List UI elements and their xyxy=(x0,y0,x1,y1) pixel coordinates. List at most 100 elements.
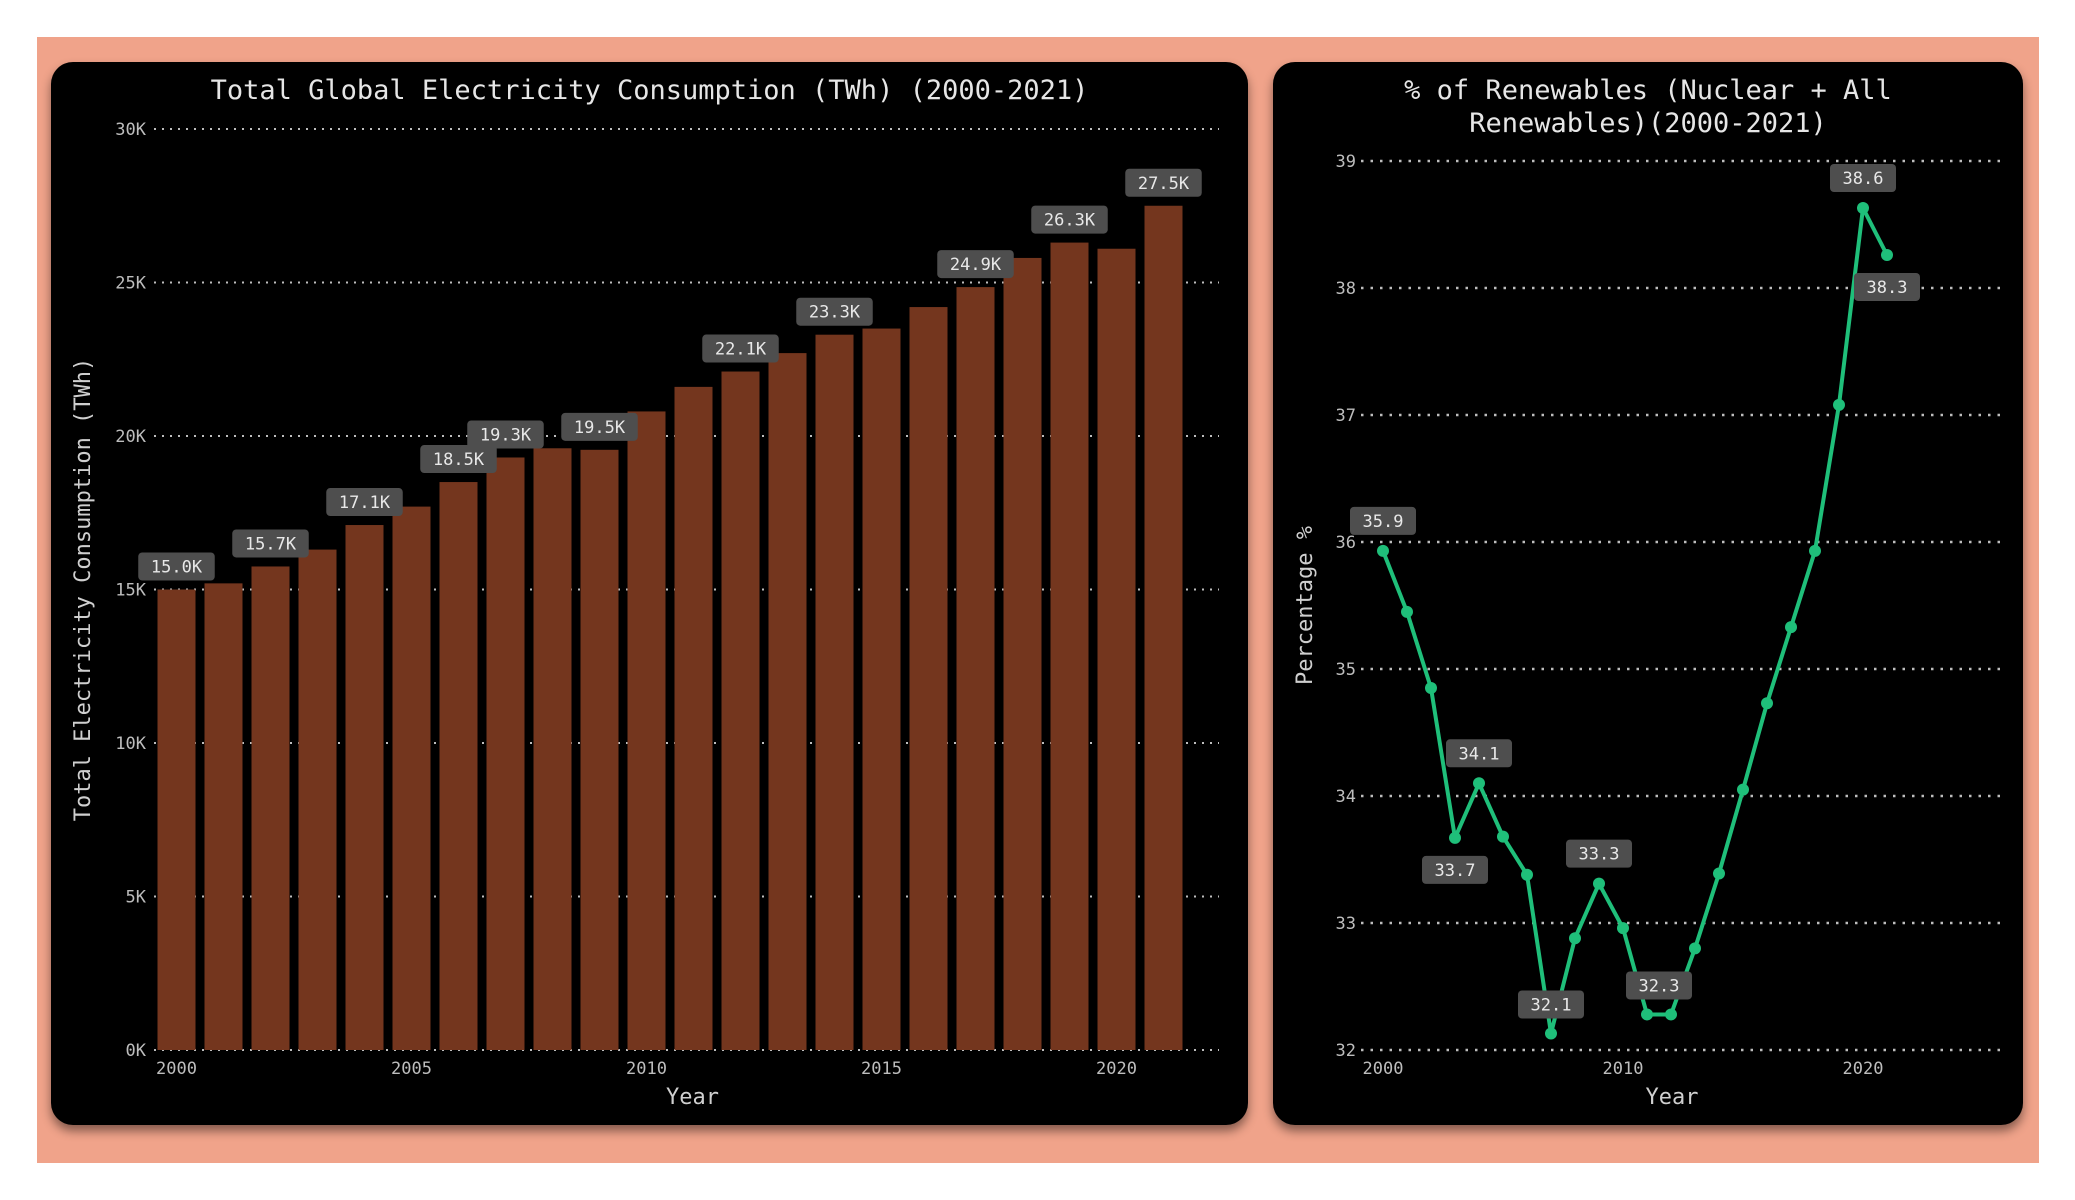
bar-2018 xyxy=(1003,257,1042,1050)
y-axis-title: Percentage % xyxy=(1293,526,1318,685)
data-label-2006: 18.5K xyxy=(433,450,485,470)
data-label-2000-bg xyxy=(138,552,215,581)
data-label-2011.5-bg xyxy=(1626,971,1692,1000)
point-2018 xyxy=(1809,544,1821,557)
x-tick-label: 2010 xyxy=(626,1059,667,1079)
data-label-2019-bg xyxy=(1031,205,1108,234)
y-tick-label: 15K xyxy=(115,581,146,601)
bar-2013 xyxy=(768,353,807,1050)
bar-2012 xyxy=(721,371,760,1050)
y-tick-label: 0K xyxy=(126,1041,147,1061)
bar-2021 xyxy=(1144,205,1183,1050)
data-label-2004: 34.1 xyxy=(1459,744,1500,764)
point-2006 xyxy=(1521,868,1533,881)
data-label-2000: 15.0K xyxy=(151,558,203,578)
x-tick-label: 2015 xyxy=(861,1059,902,1079)
x-tick-label: 2020 xyxy=(1096,1059,1137,1079)
bar-2009 xyxy=(580,449,619,1050)
data-label-2021-bg xyxy=(1125,168,1202,197)
y-tick-label: 5K xyxy=(126,888,147,908)
data-label-2006-bg xyxy=(420,445,497,474)
y-axis-title: Total Electricity Consumption (TWh) xyxy=(71,358,96,822)
point-2013 xyxy=(1689,942,1701,955)
data-label-2007-bg xyxy=(1518,990,1584,1019)
x-tick-label: 2000 xyxy=(156,1059,197,1079)
point-2015 xyxy=(1737,783,1749,796)
data-label-2017: 24.9K xyxy=(950,255,1002,275)
bar-chart-panel: Total Global Electricity Consumption (TW… xyxy=(51,62,1248,1125)
y-tick-label: 36 xyxy=(1336,533,1356,553)
data-label-2020-bg xyxy=(1830,163,1896,192)
x-tick-label: 2010 xyxy=(1603,1059,1644,1079)
x-tick-label: 2005 xyxy=(391,1059,432,1079)
data-label-2021: 38.3 xyxy=(1867,278,1908,298)
bar-2005 xyxy=(392,506,431,1050)
x-tick-label: 2000 xyxy=(1363,1059,1404,1079)
line-chart-panel: % of Renewables (Nuclear + All Renewable… xyxy=(1273,62,2023,1125)
data-label-2009: 33.3 xyxy=(1579,845,1620,865)
data-label-2014-bg xyxy=(796,297,873,326)
point-2003 xyxy=(1449,831,1461,844)
data-label-2007: 19.3K xyxy=(480,425,532,445)
point-2000 xyxy=(1377,544,1389,557)
data-label-2017-bg xyxy=(937,250,1014,279)
x-tick-label: 2020 xyxy=(1843,1059,1884,1079)
data-label-2009: 19.5K xyxy=(574,418,626,438)
data-label-2002: 15.7K xyxy=(245,534,297,554)
bar-2006 xyxy=(439,482,478,1050)
point-2012 xyxy=(1665,1008,1677,1021)
data-label-2019: 26.3K xyxy=(1044,211,1096,231)
data-label-2012-bg xyxy=(702,334,779,363)
data-label-2004-bg xyxy=(1446,739,1512,768)
bar-chart-plot: 0K 5K 10K 15K 20K 25K 30K 2000 2005 2010 2015 2020 1… xyxy=(71,120,1219,1110)
point-2005 xyxy=(1497,830,1509,843)
point-2010 xyxy=(1617,922,1629,935)
point-2019 xyxy=(1833,398,1845,411)
y-tick-label: 33 xyxy=(1336,914,1356,934)
bar-2011 xyxy=(674,386,713,1050)
y-tick-label: 25K xyxy=(115,274,146,294)
data-label-2004-bg xyxy=(326,488,403,517)
data-label-2003: 33.7 xyxy=(1435,861,1476,881)
data-label-2011.5: 32.3 xyxy=(1639,976,1680,996)
y-tick-label: 34 xyxy=(1336,787,1356,807)
point-2004 xyxy=(1473,777,1485,790)
bar-2003 xyxy=(298,549,337,1050)
y-tick-label: 10K xyxy=(115,734,146,754)
bar-2020 xyxy=(1097,248,1136,1051)
point-2021 xyxy=(1881,248,1893,261)
data-label-2000-bg xyxy=(1350,506,1416,535)
bar-2004 xyxy=(345,525,384,1050)
bar-2014 xyxy=(815,334,854,1050)
y-tick-label: 32 xyxy=(1336,1041,1356,1061)
data-label-2021-bg xyxy=(1854,272,1920,301)
data-label-2009-bg xyxy=(561,412,638,441)
data-label-2014: 23.3K xyxy=(809,303,861,323)
point-2007 xyxy=(1545,1027,1557,1040)
y-tick-label: 20K xyxy=(115,427,146,447)
point-2017 xyxy=(1785,621,1797,634)
bar-chart-title: Total Global Electricity Consumption (TW… xyxy=(210,75,1089,106)
data-label-2012: 22.1K xyxy=(715,340,767,360)
renewables-line xyxy=(1381,205,1889,1036)
point-2009 xyxy=(1593,877,1605,890)
point-2014 xyxy=(1713,867,1725,880)
y-tick-label: 35 xyxy=(1336,660,1356,680)
bar-2002 xyxy=(251,566,290,1050)
bar-2015 xyxy=(862,328,901,1050)
bar-2008 xyxy=(533,448,572,1050)
data-label-2003-bg xyxy=(1422,855,1488,884)
data-label-2002-bg xyxy=(232,529,309,558)
data-label-2020: 38.6 xyxy=(1843,169,1884,189)
bar-2010 xyxy=(627,411,666,1050)
data-label-2000: 35.9 xyxy=(1363,512,1404,532)
line-chart-title: % of Renewables (Nuclear + All Renewable… xyxy=(1404,75,1909,139)
data-label-2007: 32.1 xyxy=(1531,995,1572,1015)
point-2001 xyxy=(1401,605,1413,618)
bar-2007 xyxy=(486,457,525,1050)
data-label-2004: 17.1K xyxy=(339,493,391,513)
line-chart-plot: 32 33 34 35 36 37 38 39 2000 2010 2020 35.9 33.7 34.1… xyxy=(1293,152,2003,1110)
point-2002 xyxy=(1425,682,1437,695)
bar-2019 xyxy=(1050,242,1089,1051)
y-tick-label: 30K xyxy=(115,120,146,140)
